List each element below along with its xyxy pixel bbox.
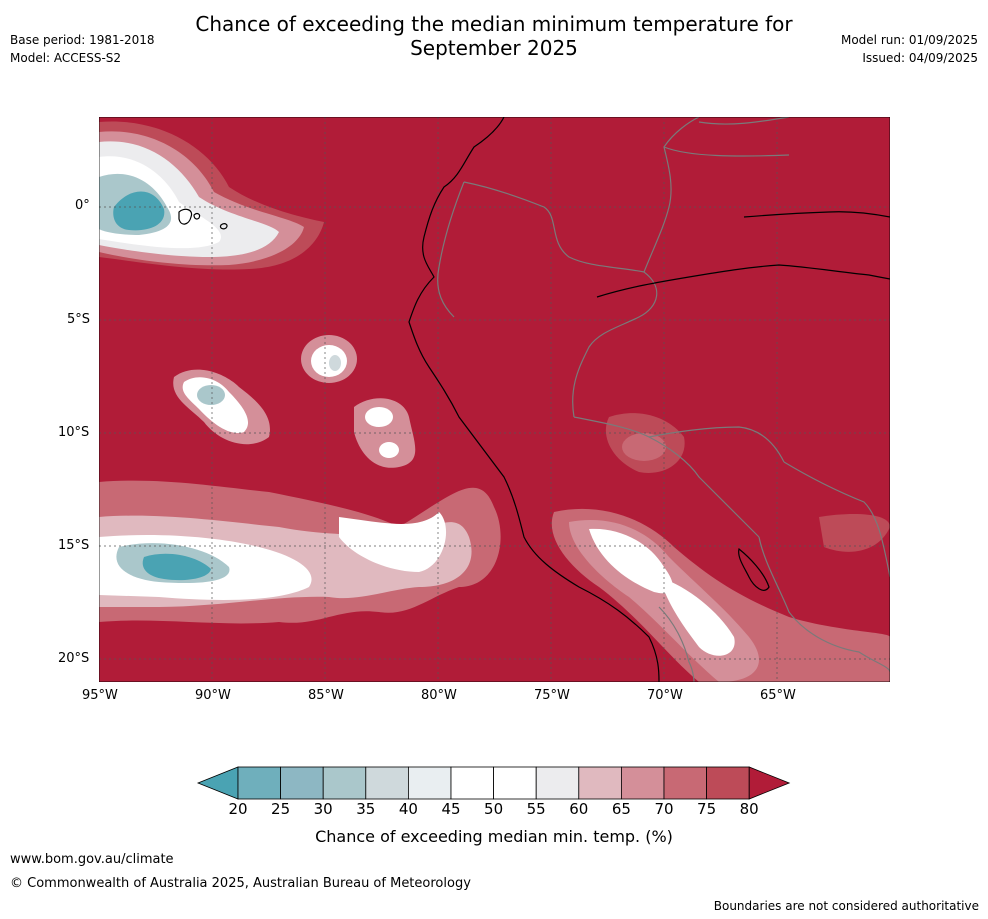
lon-label-70w: 70°W bbox=[647, 688, 683, 703]
map-title-line-1: Chance of exceeding the median minimum t… bbox=[195, 12, 793, 36]
colorbar-cell bbox=[407, 766, 452, 800]
lon-label-95w: 95°W bbox=[82, 688, 118, 703]
colorbar-cell bbox=[493, 766, 537, 800]
colorbar-tick-label: 30 bbox=[313, 800, 333, 818]
lon-label-90w: 90°W bbox=[195, 688, 231, 703]
ocean-blob-west bbox=[173, 369, 270, 445]
colorbar-tick-label: 70 bbox=[654, 800, 674, 818]
colorbar-cell bbox=[578, 766, 622, 800]
colorbar-cell bbox=[280, 766, 324, 800]
colorbar bbox=[196, 766, 791, 800]
colorbar-cell bbox=[706, 766, 750, 800]
colorbar-cell bbox=[620, 766, 665, 800]
inland-band-altiplano bbox=[551, 508, 890, 682]
lat-label-15s: 15°S bbox=[58, 538, 90, 553]
lat-label-20s: 20°S bbox=[58, 651, 90, 666]
colorbar-tick-label: 25 bbox=[271, 800, 291, 818]
lon-label-75w: 75°W bbox=[534, 688, 570, 703]
coastline bbox=[178, 117, 890, 682]
lon-label-85w: 85°W bbox=[308, 688, 344, 703]
model-run-text: Model run: 01/09/2025 bbox=[840, 33, 978, 47]
colorbar-tick-label: 55 bbox=[526, 800, 546, 818]
colorbar-tick-label: 60 bbox=[569, 800, 589, 818]
colorbar-label: Chance of exceeding median min. temp. (%… bbox=[315, 827, 673, 846]
colorbar-cell bbox=[450, 766, 494, 800]
model-text: Model: ACCESS-S2 bbox=[10, 51, 122, 65]
copyright-text: © Commonwealth of Australia 2025, Austra… bbox=[10, 876, 471, 891]
probability-map bbox=[99, 117, 890, 682]
map-title-line-2: September 2025 bbox=[410, 36, 578, 60]
colorbar-tick-label: 50 bbox=[484, 800, 504, 818]
graticule bbox=[99, 117, 890, 682]
ocean-band-south bbox=[99, 480, 501, 624]
colorbar-cell bbox=[535, 766, 580, 800]
lat-label-5s: 5°S bbox=[67, 312, 91, 327]
disclaimer-text: Boundaries are not considered authoritat… bbox=[713, 899, 979, 913]
colorbar-extend-high bbox=[748, 766, 791, 800]
colorbar-tick-label: 45 bbox=[441, 800, 461, 818]
lon-label-65w: 65°W bbox=[760, 688, 796, 703]
colorbar-cell bbox=[237, 766, 281, 800]
colorbar-extend-low bbox=[196, 766, 239, 800]
colorbar-tick-label: 75 bbox=[697, 800, 717, 818]
base-period-text: Base period: 1981-2018 bbox=[10, 33, 155, 47]
galapagos-cool-region bbox=[99, 121, 324, 270]
colorbar-tick-label: 40 bbox=[398, 800, 418, 818]
colorbar-cell bbox=[322, 766, 367, 800]
colorbar-tick-label: 80 bbox=[739, 800, 759, 818]
lat-label-0: 0° bbox=[75, 198, 90, 213]
country-borders bbox=[437, 117, 890, 682]
colorbar-cell bbox=[365, 766, 409, 800]
colorbar-tick-label: 35 bbox=[356, 800, 376, 818]
ocean-blob-small bbox=[301, 335, 357, 383]
colorbar-tick-label: 65 bbox=[611, 800, 631, 818]
colorbar-tick-label: 20 bbox=[228, 800, 248, 818]
bom-url-link[interactable]: www.bom.gov.au/climate bbox=[10, 852, 174, 867]
issued-text: Issued: 04/09/2025 bbox=[862, 51, 978, 65]
map-title: Chance of exceeding the median minimum t… bbox=[0, 12, 988, 60]
lat-label-10s: 10°S bbox=[58, 425, 90, 440]
lon-label-80w: 80°W bbox=[421, 688, 457, 703]
colorbar-cell bbox=[663, 766, 707, 800]
